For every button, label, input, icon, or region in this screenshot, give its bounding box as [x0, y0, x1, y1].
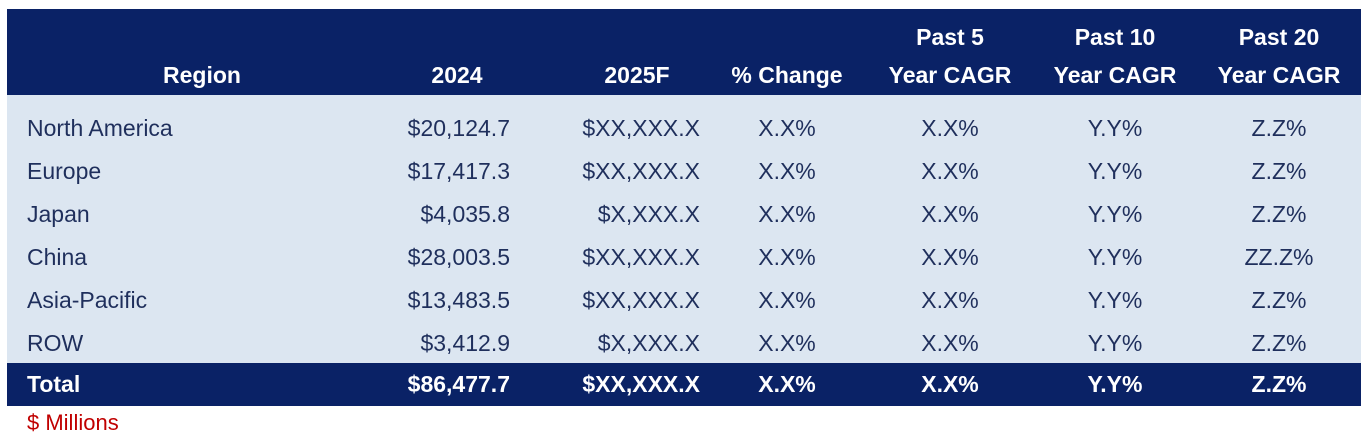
cell-y2025f: $X,XXX.X: [597, 201, 700, 227]
total-pct-change: X.X%: [758, 371, 816, 397]
cell-cagr20: Z.Z%: [1251, 115, 1307, 141]
cell-region: Europe: [27, 158, 102, 184]
total-y2024: $86,477.7: [407, 371, 510, 397]
header-pct-change: % Change: [712, 9, 862, 95]
cell-region: Asia-Pacific: [27, 287, 148, 313]
cell-y2024: $28,003.5: [407, 244, 510, 270]
cell-cagr10: Y.Y%: [1087, 287, 1143, 313]
cell-pct-change: X.X%: [758, 330, 816, 356]
header-line: % Change: [731, 62, 843, 88]
cell-cagr20: Z.Z%: [1251, 201, 1307, 227]
header-line: Past 5: [916, 24, 984, 50]
cell-y2024: $3,412.9: [420, 330, 510, 356]
cell-cagr20: Z.Z%: [1251, 330, 1307, 356]
cell-pct-change: X.X%: [758, 201, 816, 227]
cell-cagr20: Z.Z%: [1251, 287, 1307, 313]
header-y2025f: 2025F: [567, 9, 707, 95]
table-row: Asia-Pacific $13,483.5 $XX,XXX.X X.X% X.X% Y.…: [7, 279, 1361, 322]
cell-cagr10: Y.Y%: [1087, 201, 1143, 227]
table-row: Europe $17,417.3 $XX,XXX.X X.X% X.X% Y.Y% Z.Z%: [7, 150, 1361, 193]
header-cagr5: Past 5 Year CAGR: [875, 9, 1025, 95]
cell-cagr10: Y.Y%: [1087, 158, 1143, 184]
total-cagr5: X.X%: [921, 371, 979, 397]
total-cagr20: Z.Z%: [1251, 371, 1307, 397]
header-line: Year CAGR: [888, 62, 1012, 88]
header-cagr20: Past 20 Year CAGR: [1204, 9, 1354, 95]
table-row: ROW $3,412.9 $X,XXX.X X.X% X.X% Y.Y% Z.Z%: [7, 322, 1361, 365]
header-y2024: 2024: [397, 9, 517, 95]
table-row: North America $20,124.7 $XX,XXX.X X.X% X.X% Y…: [7, 107, 1361, 150]
cell-region: China: [27, 244, 88, 270]
header-cagr10: Past 10 Year CAGR: [1040, 9, 1190, 95]
header-line: 2024: [431, 62, 483, 88]
table-header: Region 2024 2025F% Change Past 5 Year CAGR Pa…: [7, 9, 1361, 95]
header-line: 2025F: [604, 62, 670, 88]
cell-y2024: $13,483.5: [407, 287, 510, 313]
cell-pct-change: X.X%: [758, 287, 816, 313]
header-region: Region: [127, 9, 277, 95]
cell-cagr5: X.X%: [921, 244, 979, 270]
header-line: Past 10: [1074, 24, 1156, 50]
cell-pct-change: X.X%: [758, 158, 816, 184]
cell-cagr5: X.X%: [921, 158, 979, 184]
cell-y2025f: $XX,XXX.X: [582, 244, 700, 270]
header-line: Past 20: [1238, 24, 1320, 50]
total-row: Total $86,477.7 $XX,XXX.X X.X% X.X% Y.Y% Z.Z%: [7, 363, 1361, 406]
cell-region: North America: [27, 115, 173, 141]
total-y2025f: $XX,XXX.X: [582, 371, 700, 397]
cell-cagr5: X.X%: [921, 115, 979, 141]
table-row: Japan $4,035.8 $X,XXX.X X.X% X.X% Y.Y% Z.Z%: [7, 193, 1361, 236]
cell-cagr20: Z.Z%: [1251, 158, 1307, 184]
cell-y2025f: $X,XXX.X: [597, 330, 700, 356]
cell-cagr10: Y.Y%: [1087, 115, 1143, 141]
header-line: Year CAGR: [1217, 62, 1341, 88]
header-line: Year CAGR: [1053, 62, 1177, 88]
cell-pct-change: X.X%: [758, 244, 816, 270]
header-line: Region: [163, 62, 241, 88]
cell-pct-change: X.X%: [758, 115, 816, 141]
cell-cagr5: X.X%: [921, 330, 979, 356]
cell-y2025f: $XX,XXX.X: [582, 287, 700, 313]
total-region: Total: [27, 371, 81, 397]
cell-region: ROW: [27, 330, 84, 356]
cell-cagr5: X.X%: [921, 287, 979, 313]
units-footnote: $ Millions: [27, 410, 119, 435]
total-cagr10: Y.Y%: [1087, 371, 1143, 397]
cell-y2025f: $XX,XXX.X: [582, 158, 700, 184]
table-row: China $28,003.5 $XX,XXX.X X.X% X.X% Y.Y% ZZ.Z%: [7, 236, 1361, 279]
data-table: Region 2024 2025F% Change Past 5 Year CAGR Pa…: [7, 9, 1361, 406]
cell-y2024: $4,035.8: [420, 201, 510, 227]
cell-y2024: $17,417.3: [407, 158, 510, 184]
cell-y2024: $20,124.7: [407, 115, 510, 141]
cell-cagr10: Y.Y%: [1087, 330, 1143, 356]
cell-cagr5: X.X%: [921, 201, 979, 227]
cell-y2025f: $XX,XXX.X: [582, 115, 700, 141]
cell-cagr20: ZZ.Z%: [1244, 244, 1314, 270]
cell-region: Japan: [27, 201, 90, 227]
cell-cagr10: Y.Y%: [1087, 244, 1143, 270]
